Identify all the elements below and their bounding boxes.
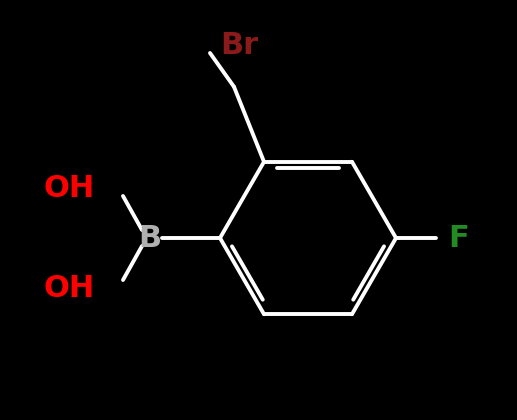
Text: F: F: [448, 223, 469, 252]
Text: OH: OH: [44, 273, 95, 302]
Text: Br: Br: [220, 31, 258, 60]
Text: B: B: [139, 223, 162, 252]
Text: OH: OH: [44, 173, 95, 202]
